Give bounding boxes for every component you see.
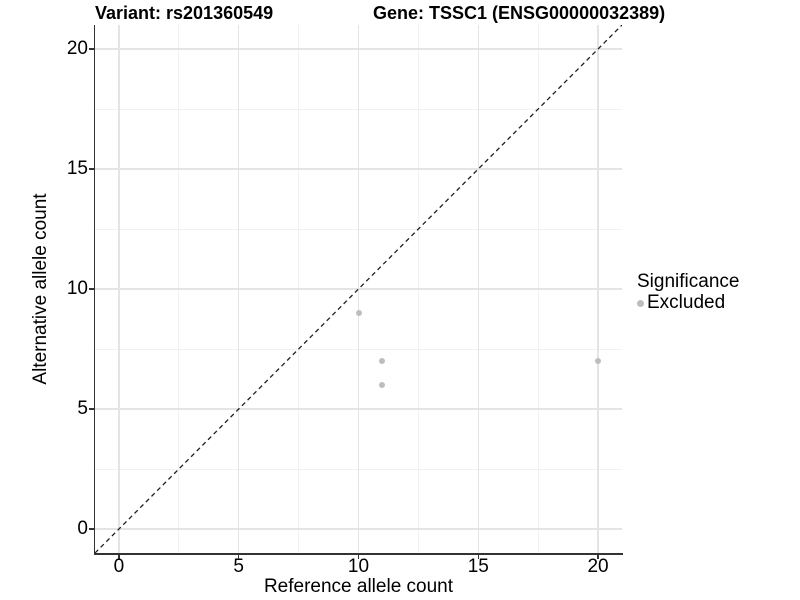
- legend: Significance Excluded: [637, 271, 739, 313]
- x-tick-mark: [357, 554, 360, 559]
- variant-title: Variant: rs201360549: [95, 3, 274, 23]
- y-tick-mark: [89, 408, 94, 410]
- y-tick-label: 5: [77, 398, 88, 419]
- y-axis-line: [93, 25, 95, 555]
- x-axis-line: [93, 553, 623, 555]
- y-tick-label: 20: [66, 38, 88, 59]
- plot-panel: [95, 25, 622, 553]
- y-tick-label: 10: [66, 278, 88, 299]
- x-tick-label: 15: [467, 556, 489, 577]
- x-tick-label: 0: [113, 556, 125, 577]
- y-tick-label: 0: [77, 518, 88, 539]
- gene-title: Gene: TSSC1 (ENSG00000032389): [373, 3, 666, 23]
- x-tick-mark: [477, 554, 480, 559]
- y-tick-mark: [89, 528, 94, 530]
- data-point: [595, 358, 602, 364]
- x-tick-mark: [118, 554, 120, 559]
- x-axis-title: Reference allele count: [263, 576, 454, 597]
- legend-title: Significance: [637, 271, 740, 292]
- data-point: [355, 310, 362, 316]
- legend-item-label: Excluded: [647, 292, 726, 313]
- x-tick-label: 5: [233, 556, 244, 577]
- y-tick-mark: [89, 48, 94, 50]
- gridline-major-horizontal: [95, 168, 622, 170]
- y-tick-mark: [89, 288, 94, 290]
- gridline-major-horizontal: [95, 288, 622, 290]
- legend-point-icon: [637, 299, 644, 307]
- x-tick-mark: [597, 554, 599, 559]
- gridline-major-horizontal: [95, 48, 622, 50]
- data-point: [379, 358, 386, 364]
- gridline-major-horizontal: [95, 408, 622, 410]
- legend-item: Excluded: [637, 293, 739, 313]
- y-tick-label: 15: [66, 158, 88, 179]
- gridline-major-horizontal: [95, 528, 622, 530]
- y-tick-mark: [89, 168, 94, 170]
- x-tick-label: 10: [347, 556, 370, 577]
- x-tick-label: 20: [587, 556, 609, 577]
- x-tick-mark: [237, 554, 240, 559]
- data-point: [379, 382, 386, 388]
- identity-dashed-line: [95, 25, 622, 553]
